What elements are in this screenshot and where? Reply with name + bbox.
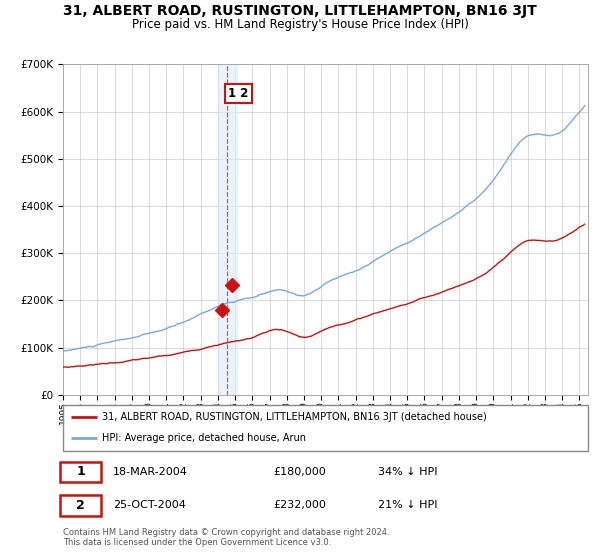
- Text: £180,000: £180,000: [273, 467, 326, 477]
- Text: 31, ALBERT ROAD, RUSTINGTON, LITTLEHAMPTON, BN16 3JT: 31, ALBERT ROAD, RUSTINGTON, LITTLEHAMPT…: [63, 4, 537, 18]
- Text: 34% ↓ HPI: 34% ↓ HPI: [378, 467, 437, 477]
- Text: 21% ↓ HPI: 21% ↓ HPI: [378, 501, 437, 511]
- FancyBboxPatch shape: [61, 496, 101, 516]
- Text: Contains HM Land Registry data © Crown copyright and database right 2024.
This d: Contains HM Land Registry data © Crown c…: [63, 528, 389, 547]
- Text: £232,000: £232,000: [273, 501, 326, 511]
- Text: 1: 1: [76, 465, 85, 478]
- Text: 1 2: 1 2: [228, 87, 248, 100]
- Text: 25-OCT-2004: 25-OCT-2004: [113, 501, 186, 511]
- Text: 2: 2: [76, 499, 85, 512]
- Text: HPI: Average price, detached house, Arun: HPI: Average price, detached house, Arun: [103, 433, 307, 444]
- Text: 31, ALBERT ROAD, RUSTINGTON, LITTLEHAMPTON, BN16 3JT (detached house): 31, ALBERT ROAD, RUSTINGTON, LITTLEHAMPT…: [103, 412, 487, 422]
- FancyBboxPatch shape: [61, 462, 101, 482]
- Text: Price paid vs. HM Land Registry's House Price Index (HPI): Price paid vs. HM Land Registry's House …: [131, 18, 469, 31]
- Bar: [219, 64, 237, 395]
- Text: 18-MAR-2004: 18-MAR-2004: [113, 467, 188, 477]
